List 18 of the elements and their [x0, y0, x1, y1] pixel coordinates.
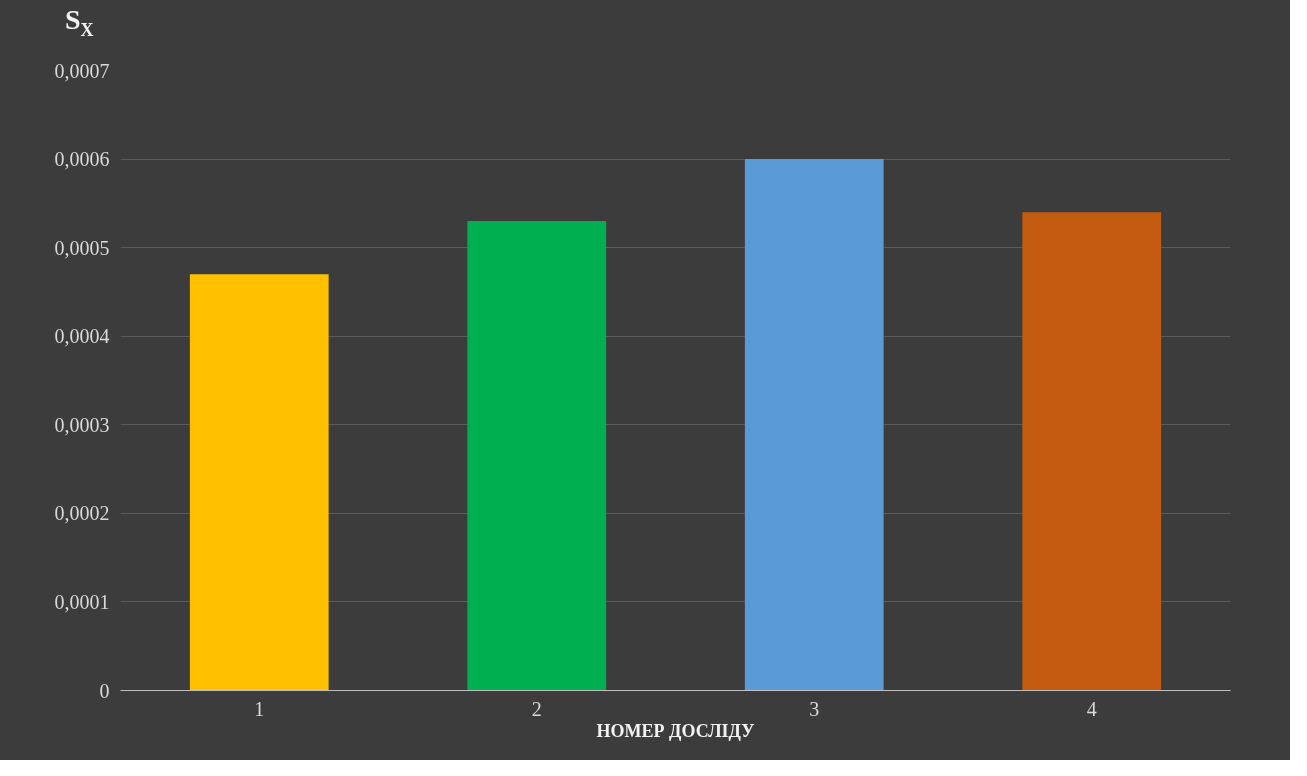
bar	[744, 159, 884, 691]
bar	[467, 221, 607, 691]
y-tick-label: 0,0005	[54, 236, 110, 259]
y-tick-label: 0,0001	[54, 590, 110, 613]
y-tick-label: 0,0007	[54, 59, 110, 82]
x-tick-label: 2	[531, 697, 542, 720]
x-tick-label: 1	[254, 697, 265, 720]
y-tick-label: 0,0004	[54, 325, 110, 348]
x-axis-title: НОМЕР ДОСЛІДУ	[596, 720, 755, 741]
y-axis-title: S$_{X}$	[65, 3, 94, 42]
y-tick-label: 0	[99, 679, 110, 702]
y-tick-label: 0,0002	[54, 502, 110, 525]
x-tick-label: 4	[1086, 697, 1097, 720]
x-tick-label: 3	[809, 697, 820, 720]
y-tick-label: 0,0006	[54, 148, 110, 171]
bar	[189, 274, 329, 691]
bar	[1022, 212, 1162, 691]
y-tick-label: 0,0003	[54, 413, 110, 436]
